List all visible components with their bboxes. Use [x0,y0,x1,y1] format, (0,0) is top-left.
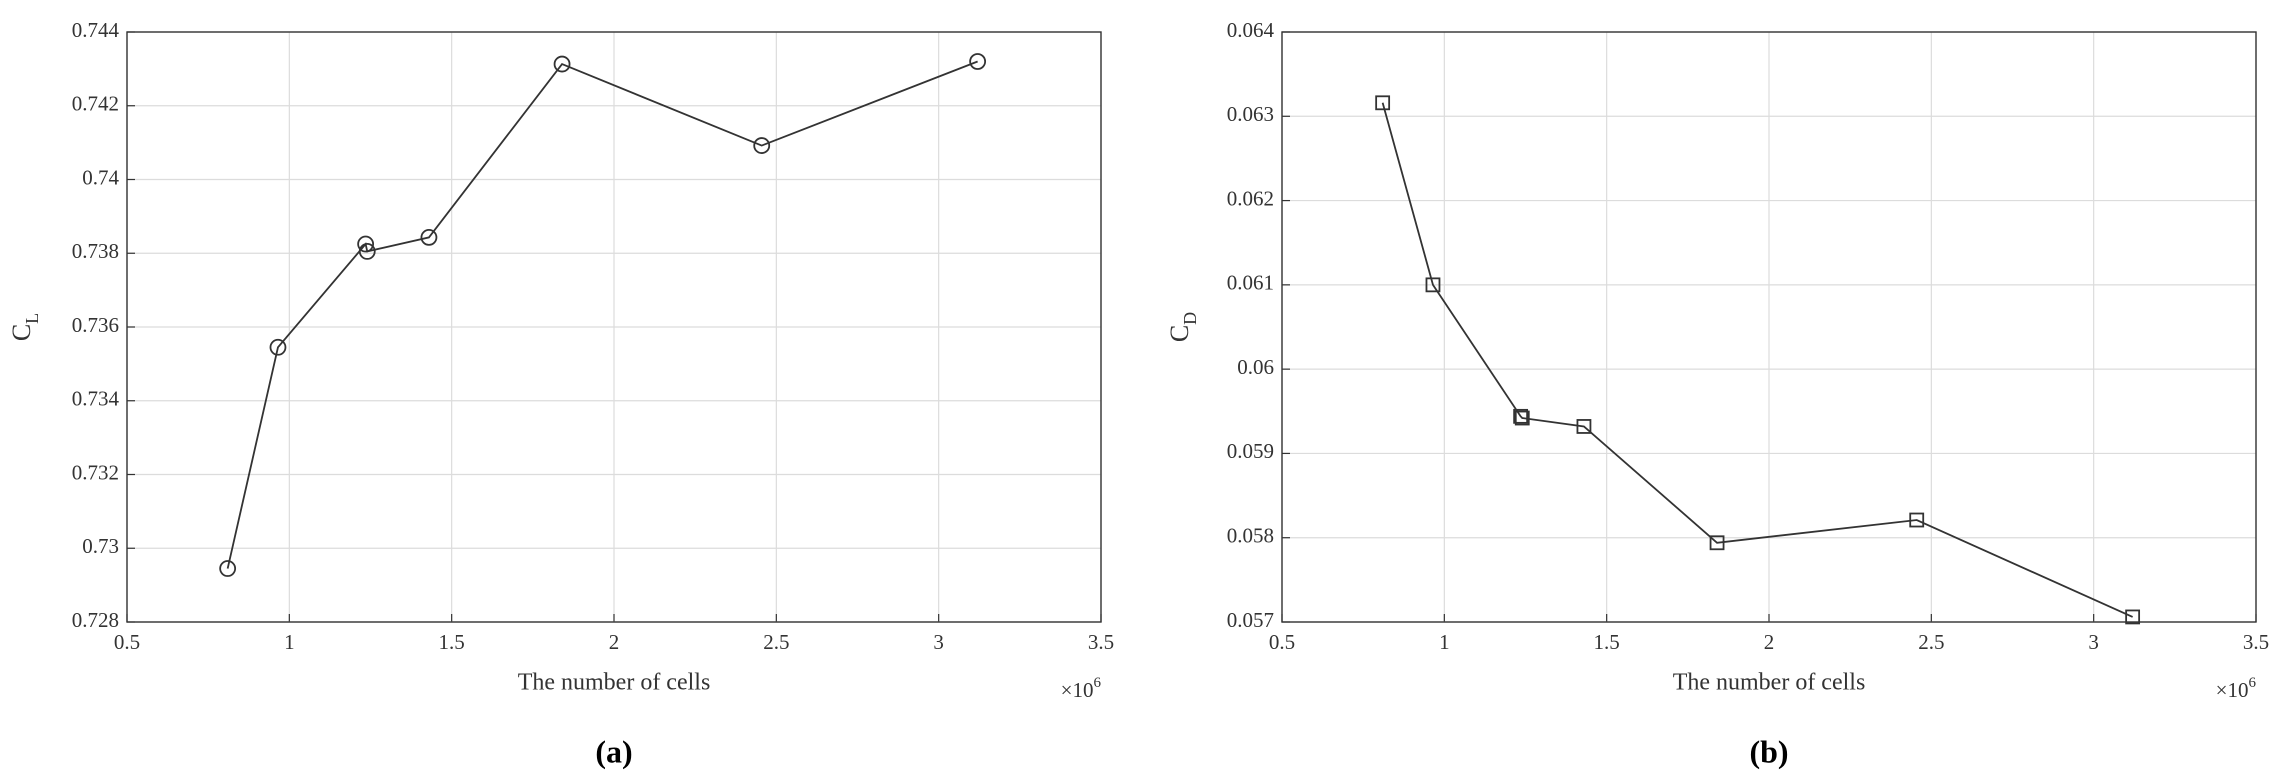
x-tick-label: 0.5 [1269,630,1295,654]
y-tick-label: 0.744 [72,18,120,42]
y-axis-label-sub: L [22,313,42,324]
x-tick-label: 1.5 [1594,630,1620,654]
y-tick-label: 0.059 [1227,439,1274,463]
x-tick-label: 2.5 [763,630,789,654]
y-tick-label: 0.062 [1227,186,1274,210]
marker [753,137,771,154]
x-axis-label: The number of cells [1673,670,1866,696]
marker [1425,277,1441,293]
x-tick-label: 2.5 [1918,630,1944,654]
marker [219,560,237,577]
y-axis-label: CL [7,313,42,341]
marker [1909,512,1925,528]
y-tick-label: 0.74 [82,165,119,189]
marker [358,243,376,260]
data-line [226,60,978,569]
y-tick-label: 0.728 [72,608,119,632]
y-tick-label: 0.061 [1227,271,1274,295]
y-axis-label-main: C [1165,325,1194,342]
marker [1709,535,1725,551]
marker [420,228,438,246]
x-tick-label: 0.5 [114,630,140,654]
y-tick-label: 0.742 [72,92,119,116]
y-tick-label: 0.06 [1237,355,1274,379]
y-tick-label: 0.064 [1227,18,1275,42]
y-axis-label-sub: D [1180,312,1200,325]
y-tick-label: 0.063 [1227,102,1274,126]
x-multiplier: ×106 [1061,675,1102,701]
y-axis-label-main: C [7,324,36,341]
x-tick-label: 2 [609,630,620,654]
x-tick-label: 3.5 [2243,630,2269,654]
y-axis-label: CD [1165,312,1200,342]
marker [269,338,287,356]
x-tick-label: 3.5 [1088,630,1114,654]
x-multiplier-exponent: 6 [2249,675,2257,691]
marker [1514,410,1530,426]
marker [1576,419,1592,434]
y-tick-label: 0.738 [72,239,119,263]
x-tick-label: 3 [933,630,944,654]
y-tick-label: 0.732 [72,460,119,484]
x-tick-label: 1 [1439,630,1450,654]
x-multiplier-base: ×10 [1061,678,1094,702]
x-tick-label: 2 [1764,630,1775,654]
marker [553,55,571,73]
marker [357,235,375,253]
x-multiplier-exponent: 6 [1094,675,1102,691]
plot-frame [126,31,1102,623]
x-tick-label: 3 [2088,630,2099,654]
caption: (a) [595,733,632,769]
caption: (b) [1749,733,1788,769]
y-tick-label: 0.734 [72,387,120,411]
x-multiplier-base: ×10 [2216,678,2249,702]
x-tick-label: 1.5 [439,630,465,654]
marker [2125,609,2141,625]
marker [1513,408,1529,424]
x-axis-label: The number of cells [518,670,711,696]
y-tick-label: 0.73 [82,534,119,558]
data-line [1381,102,2133,618]
y-tick-label: 0.058 [1227,524,1274,548]
y-tick-label: 0.736 [72,313,119,337]
marker [1375,95,1391,111]
x-multiplier: ×106 [2216,675,2257,701]
marker [969,53,987,70]
y-tick-label: 0.057 [1227,608,1274,632]
x-tick-label: 1 [284,630,295,654]
plot-frame [1281,31,2257,623]
